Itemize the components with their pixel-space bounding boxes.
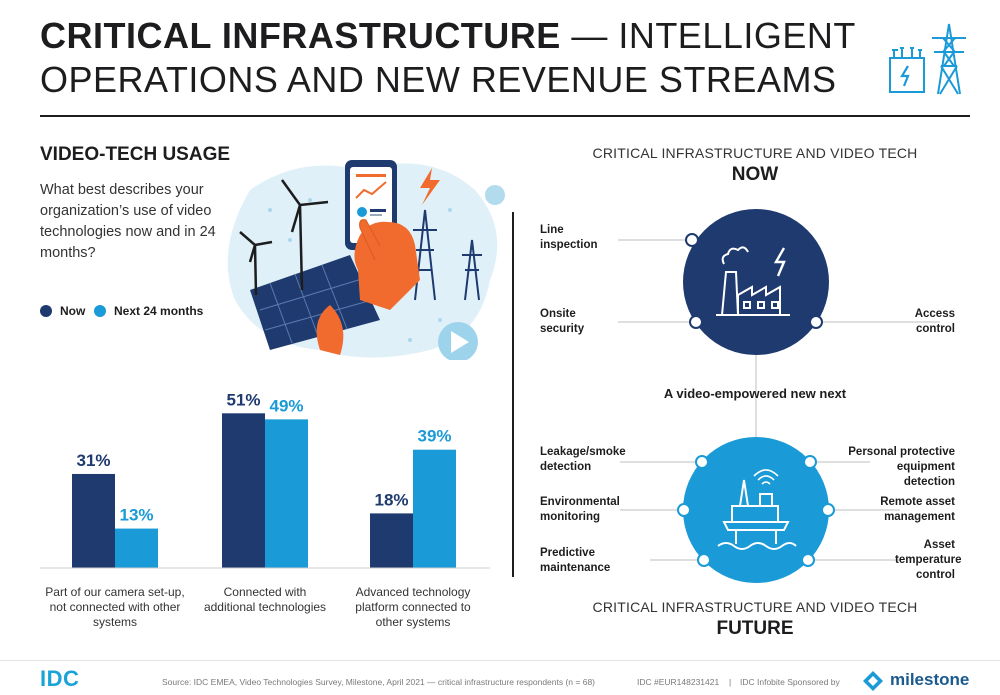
now-label: NOW [731,164,779,185]
footer-sponsor: IDC Infobite Sponsored by [740,677,840,687]
legend-next-label: Next 24 months [114,304,204,318]
data-label-now-2: 18% [374,490,408,509]
bar-now-0 [72,473,115,568]
category-label-0: Part of our camera set-up, not connected … [45,585,184,629]
milestone-logo: milestone [890,670,970,689]
now-future-diagram [618,209,940,583]
title-light-1: — INTELLIGENT [560,15,856,56]
header-rule [40,115,970,117]
offshore-rig-with-wifi-icon [717,469,797,550]
data-label-next-2: 39% [417,427,451,446]
legend-now-swatch [40,305,52,317]
section-title: VIDEO-TECH USAGE [40,144,231,165]
category-label-1: Connected with additional technologies [204,585,326,614]
bar-now-1 [222,413,265,568]
footer-doc-id: IDC #EUR148231421 [637,677,720,687]
feature-asset-temp: Asset temperature control [895,539,962,581]
data-label-next-0: 13% [119,506,153,525]
bar-next-1 [265,419,308,568]
category-label-2: Advanced technology platform connected to… [355,585,471,629]
footer-source: Source: IDC EMEA, Video Technologies Sur… [162,677,596,687]
idc-logo: IDC [40,666,80,691]
bridge-text: A video-empowered new next [663,386,847,401]
now-heading: CRITICAL INFRASTRUCTURE AND VIDEO TECH [592,145,918,161]
legend-now: Now [40,304,85,318]
title-bold: CRITICAL INFRASTRUCTURE [40,15,561,56]
feature-predictive: Predictive maintenance [540,547,611,574]
bar-now-2 [370,513,413,568]
feature-leakage-smoke: Leakage/smoke detection [540,446,626,473]
data-label-now-1: 51% [226,390,260,409]
data-label-now-0: 31% [76,451,110,470]
survey-question: What best describes your organization’s … [40,182,216,261]
hand-holding-phone-illustration [227,160,505,360]
feature-ppe: Personal protective equipment detection [848,446,955,488]
page-title: CRITICAL INFRASTRUCTURE — INTELLIGENT OP… [40,14,860,102]
milestone-diamond-icon [863,671,883,691]
power-pylon-substation-icon [889,23,966,95]
bar-chart: 31% 13% 51% 49% 18% 39% Part of our camera set… [40,390,490,629]
factory-with-lightning-icon [716,246,790,316]
future-label: FUTURE [716,618,794,639]
future-heading: CRITICAL INFRASTRUCTURE AND VIDEO TECH [592,599,918,615]
feature-environmental: Environmental monitoring [540,496,620,523]
legend-now-label: Now [60,304,86,318]
legend-next-swatch [94,305,106,317]
title-light-2: OPERATIONS AND NEW REVENUE STREAMS [40,59,837,100]
feature-onsite-security: Onsite security [540,308,585,335]
feature-remote-asset: Remote asset management [880,496,955,523]
panel-divider [512,212,514,577]
bar-next-0 [115,528,158,568]
bar-next-2 [413,449,456,568]
footer-separator: | [729,677,732,687]
play-icon[interactable] [438,322,478,360]
feature-access-control: Access control [914,308,955,335]
feature-line-inspection: Line inspection [540,224,598,251]
data-label-next-1: 49% [269,396,303,415]
footer-rule [0,660,1000,661]
legend-next: Next 24 months [94,304,203,318]
